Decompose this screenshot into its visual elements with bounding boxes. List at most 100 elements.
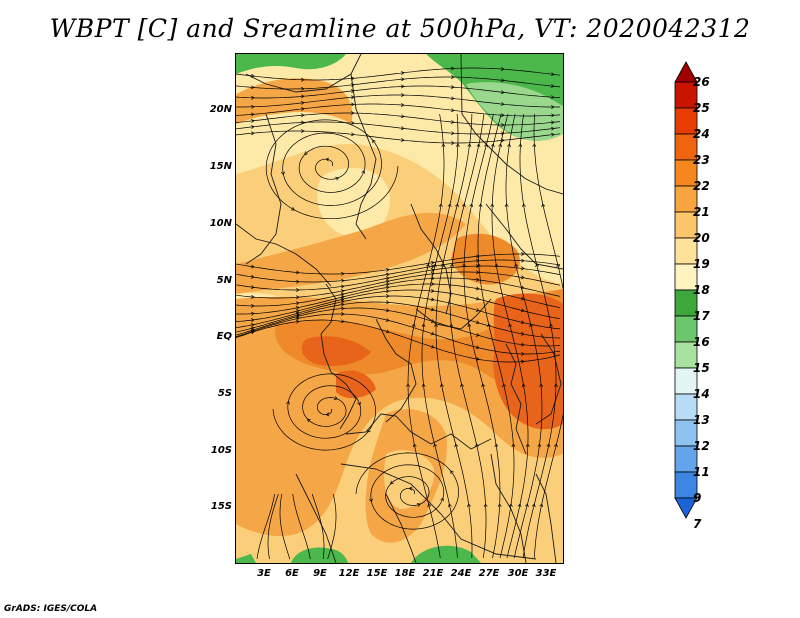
grads-credit: GrADS: IGES/COLA	[4, 604, 98, 614]
streamline-arrow	[454, 443, 459, 448]
streamline-arrow	[462, 263, 467, 267]
colorbar-label: 17	[693, 309, 710, 323]
streamline	[265, 119, 399, 220]
streamline	[236, 277, 561, 307]
streamline-arrow	[251, 311, 255, 316]
streamline-arrow	[478, 203, 483, 208]
streamline	[236, 283, 561, 315]
colorbar-label: 20	[693, 231, 710, 245]
border-line	[415, 298, 492, 330]
streamline-arrow	[450, 108, 455, 113]
streamline-arrow	[400, 114, 405, 119]
lon-label: 6E	[285, 568, 299, 579]
streamline-arrow	[520, 320, 525, 325]
streamline-arrow	[430, 271, 435, 276]
streamline-arrow	[406, 383, 410, 387]
streamline-arrow	[251, 304, 255, 308]
streamline-arrow	[475, 357, 480, 361]
streamline-arrow	[427, 503, 432, 508]
streamline-arrow	[490, 143, 495, 148]
streamline	[236, 319, 561, 363]
streamline-arrow	[475, 308, 480, 312]
streamline-arrow	[296, 288, 300, 292]
streamline-arrow	[514, 263, 519, 268]
colorbar-label: 22	[693, 179, 710, 193]
streamline-arrow	[301, 129, 305, 134]
border-line	[245, 54, 362, 93]
streamline-arrow	[556, 263, 561, 268]
streamline	[236, 253, 561, 275]
border-line	[535, 473, 557, 563]
streamline	[236, 295, 561, 330]
streamline	[267, 493, 279, 560]
streamline-arrow	[400, 126, 405, 131]
streamline-arrow	[504, 203, 509, 207]
streamline-arrow	[250, 330, 255, 335]
streamline-arrow	[438, 203, 443, 208]
streamline-arrow	[411, 323, 416, 328]
streamline	[407, 113, 445, 559]
streamline	[236, 121, 561, 135]
streamline-arrow	[251, 104, 255, 109]
wbpt-region	[301, 336, 371, 366]
streamline-arrow	[551, 113, 555, 118]
lon-label: 24E	[450, 568, 472, 579]
colorbar-bottom-arrow	[674, 497, 698, 519]
streamline-arrow	[451, 141, 455, 145]
streamline	[421, 113, 459, 559]
streamline-arrow	[430, 297, 435, 302]
wbpt-region	[411, 545, 481, 563]
streamline-arrow	[501, 131, 505, 136]
streamline-arrow	[475, 443, 479, 448]
streamline-arrow	[481, 383, 486, 388]
streamline-arrow	[550, 72, 555, 77]
streamline	[477, 113, 515, 559]
colorbar-label: 13	[693, 413, 710, 427]
streamline-arrow	[426, 263, 430, 268]
streamline-arrow	[400, 71, 405, 75]
streamline-arrow	[500, 78, 505, 83]
streamline-arrow	[497, 503, 502, 507]
wbpt-region	[236, 212, 466, 294]
streamline	[256, 493, 275, 560]
streamline-arrow	[340, 319, 345, 324]
streamline-arrow	[535, 263, 540, 268]
streamline-arrow	[250, 295, 255, 299]
streamline-arrow	[251, 95, 255, 100]
streamline-arrow	[400, 77, 405, 82]
streamline-arrow	[550, 126, 555, 131]
streamline-arrow	[539, 503, 544, 508]
streamline-arrow	[385, 282, 390, 287]
map-panel	[235, 53, 564, 564]
lat-label: EQ	[216, 331, 232, 342]
streamline-arrow	[431, 282, 435, 286]
streamline-arrow	[440, 383, 444, 388]
colorbar-label: 26	[693, 75, 710, 89]
streamline-arrow	[447, 203, 452, 208]
border-line	[490, 453, 527, 563]
streamline-arrow	[250, 274, 255, 279]
streamline-arrow	[494, 263, 499, 268]
wbpt-field	[236, 54, 563, 563]
colorbar-label: 19	[693, 257, 710, 271]
streamline	[236, 130, 561, 144]
border-line	[385, 493, 417, 563]
streamline-arrow	[517, 503, 522, 508]
streamline	[236, 259, 561, 283]
streamline	[236, 301, 561, 339]
streamline-arrow	[351, 102, 355, 107]
streamline-arrow	[340, 302, 345, 307]
streamline-arrow	[476, 270, 480, 275]
streamline	[435, 113, 473, 559]
streamline-arrow	[450, 96, 455, 101]
streamline-arrow	[385, 318, 390, 322]
streamline	[236, 265, 561, 291]
streamline-arrow	[385, 308, 390, 313]
lon-label: 18E	[394, 568, 416, 579]
streamline-arrow	[518, 143, 523, 147]
colorbar-label: 21	[693, 205, 710, 219]
wbpt-region	[336, 370, 376, 399]
streamline-arrow	[553, 443, 558, 448]
lat-label: 5S	[217, 388, 232, 399]
streamline-arrow	[494, 443, 499, 448]
